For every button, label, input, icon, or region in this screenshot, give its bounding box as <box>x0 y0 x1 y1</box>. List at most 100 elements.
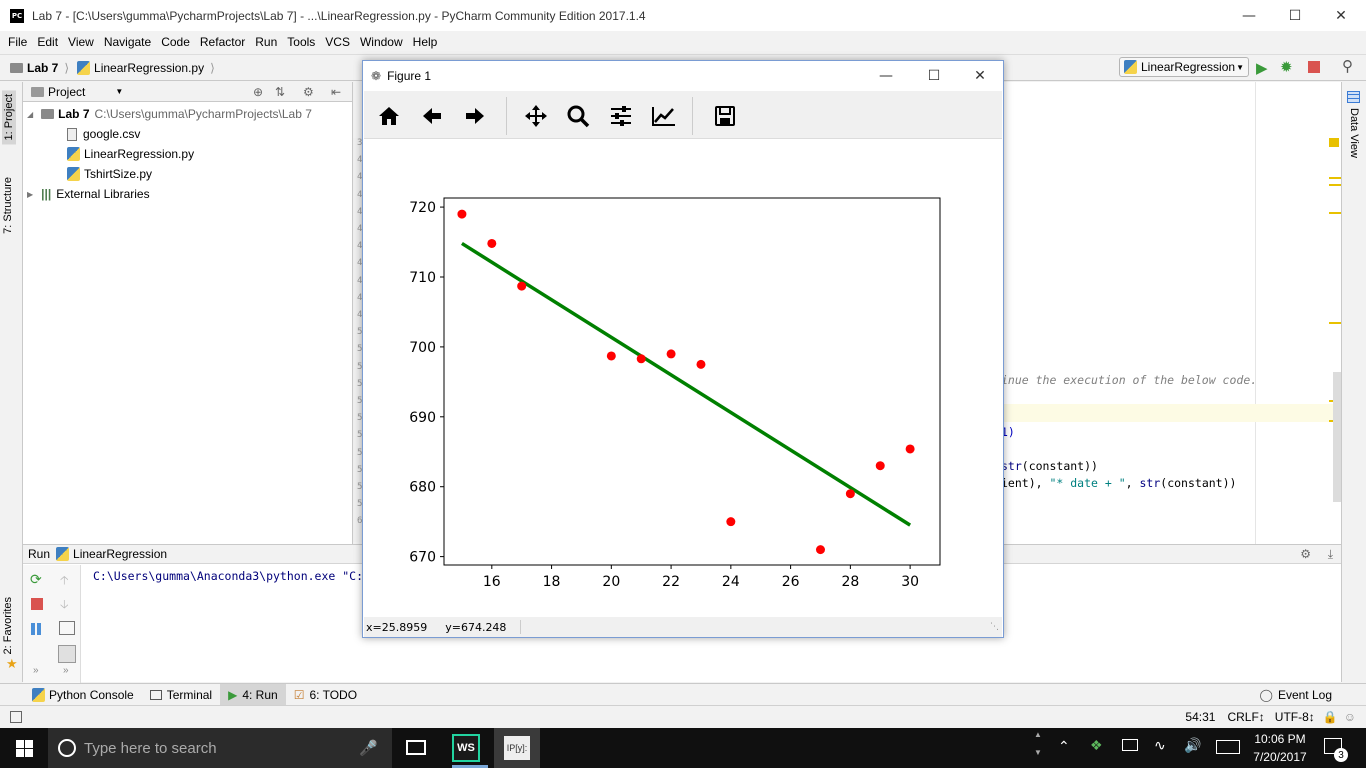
tool-label: 6: TODO <box>309 687 358 702</box>
window-titlebar: PC Lab 7 - [C:\Users\gumma\PycharmProjec… <box>0 0 1366 31</box>
pan-icon[interactable] <box>521 101 551 131</box>
tab-structure[interactable]: 7: Structure <box>2 177 14 234</box>
wifi-icon[interactable]: ∿ <box>1154 737 1166 753</box>
pause-icon[interactable] <box>31 623 35 635</box>
stop-icon[interactable] <box>1308 61 1320 73</box>
figure-minimize-button[interactable]: — <box>879 68 893 84</box>
taskbar-search[interactable]: Type here to search 🎤 <box>48 728 392 768</box>
run-config-selector[interactable]: LinearRegression ▼ <box>1119 57 1249 77</box>
menu-refactor[interactable]: Refactor <box>199 35 246 49</box>
breadcrumb-project[interactable]: Lab 7 ⟩ <box>0 61 73 75</box>
run-icon[interactable]: ▶ <box>1256 60 1268 77</box>
menu-help[interactable]: Help <box>412 35 438 49</box>
clock-time[interactable]: 10:06 PM <box>1254 732 1306 746</box>
chevron-up-icon[interactable]: ⌃ <box>1058 738 1070 754</box>
chevron-down-icon: ◢ <box>27 109 34 119</box>
chevron-down-icon[interactable]: ▼ <box>115 87 124 96</box>
editor-scrollbar-thumb[interactable] <box>1333 372 1341 502</box>
debug-icon[interactable]: ✹ <box>1280 59 1293 76</box>
volume-icon[interactable]: 🔊 <box>1184 737 1202 753</box>
gear-icon[interactable]: ⚙ <box>1300 547 1311 561</box>
menu-window[interactable]: Window <box>359 35 403 49</box>
action-center-icon[interactable] <box>1324 738 1342 754</box>
scroll-to-end-icon[interactable] <box>58 645 76 663</box>
breadcrumb-file[interactable]: LinearRegression.py ⟩ <box>73 60 219 75</box>
stop-icon[interactable] <box>31 598 43 610</box>
minimize-button[interactable]: — <box>1242 7 1256 24</box>
caret-position[interactable]: 54:31 <box>1185 710 1216 724</box>
figure-close-button[interactable]: ✕ <box>974 68 986 84</box>
home-icon[interactable] <box>374 101 404 131</box>
maximize-button[interactable]: ☐ <box>1288 7 1302 24</box>
event-log-button[interactable]: ◯ Event Log <box>1252 684 1340 706</box>
tree-item-tshirtsize[interactable]: TshirtSize.py <box>67 164 152 184</box>
file-encoding[interactable]: UTF-8↕ <box>1274 710 1315 724</box>
edit-axes-icon[interactable] <box>649 101 679 131</box>
tool-python-console[interactable]: Python Console <box>24 684 142 706</box>
toggle-tool-buttons-icon[interactable] <box>10 711 22 723</box>
menu-navigate[interactable]: Navigate <box>103 35 152 49</box>
arrow-down-icon[interactable]: 🡣 <box>60 597 69 611</box>
locate-icon[interactable]: ⊕ <box>253 84 264 99</box>
keyboard-icon[interactable] <box>1216 740 1240 754</box>
webstorm-icon[interactable]: WS <box>452 734 480 762</box>
warning-stripe-marker[interactable] <box>1329 177 1341 179</box>
menu-view[interactable]: View <box>68 35 94 49</box>
battery-icon[interactable] <box>1122 739 1138 751</box>
windows-start-icon[interactable] <box>16 740 33 757</box>
warning-stripe-marker[interactable] <box>1329 212 1341 214</box>
figure-maximize-button[interactable]: ☐ <box>927 68 941 84</box>
menu-tools[interactable]: Tools <box>287 35 316 49</box>
close-button[interactable]: ✕ <box>1335 7 1347 24</box>
inspector-icon[interactable]: ☺ <box>1343 710 1356 724</box>
soft-wrap-icon[interactable] <box>59 621 75 635</box>
tool-run[interactable]: ▶ 4: Run <box>220 683 286 706</box>
tab-favorites[interactable]: 2: Favorites <box>2 597 14 655</box>
more-icon[interactable]: » <box>33 665 39 676</box>
warning-stripe-marker[interactable] <box>1329 322 1341 324</box>
line-separator[interactable]: CRLF↕ <box>1227 710 1265 724</box>
scroll-arrows-icon[interactable]: ▲ ▼ <box>1034 730 1042 757</box>
gutter-line-number: 5 <box>357 447 363 458</box>
forward-icon[interactable] <box>460 101 490 131</box>
more-icon[interactable]: » <box>63 665 69 676</box>
clock-date[interactable]: 7/20/2017 <box>1253 750 1307 764</box>
menu-run[interactable]: Run <box>255 35 278 49</box>
tree-item-linearregression[interactable]: LinearRegression.py <box>67 144 194 164</box>
task-view-icon[interactable] <box>406 740 426 755</box>
lock-icon[interactable]: 🔒 <box>1322 710 1338 724</box>
menu-file[interactable]: File <box>8 35 28 49</box>
save-icon[interactable] <box>710 101 740 131</box>
tree-item-external-libraries[interactable]: ▶ ||| External Libraries <box>27 184 150 204</box>
warning-stripe-marker[interactable] <box>1329 184 1341 186</box>
y-tick-label: 710 <box>409 270 436 286</box>
menu-edit[interactable]: Edit <box>37 35 59 49</box>
microphone-icon[interactable]: 🎤 <box>359 740 378 757</box>
rerun-icon[interactable]: ⟳ <box>30 571 42 587</box>
x-tick-label: 24 <box>722 574 740 590</box>
resize-grip-icon[interactable]: ⋱ <box>990 622 999 632</box>
arrow-up-icon[interactable]: 🡡 <box>60 573 69 587</box>
gear-icon[interactable]: ⚙ <box>303 84 314 99</box>
configure-subplots-icon[interactable] <box>606 101 636 131</box>
search-everywhere-icon[interactable]: ⚲ <box>1342 58 1353 75</box>
collapse-icon[interactable]: ⇅ <box>275 84 286 99</box>
hide-icon[interactable]: ⇤ <box>331 84 342 99</box>
back-icon[interactable] <box>417 101 447 131</box>
error-stripe-marker[interactable] <box>1329 138 1339 147</box>
tab-project[interactable]: 1: Project <box>2 90 16 145</box>
tool-todo[interactable]: ☑ 6: TODO <box>286 684 365 706</box>
dropbox-icon[interactable]: ❖ <box>1090 737 1103 753</box>
menu-code[interactable]: Code <box>161 35 190 49</box>
code-line-c: ient), "* date + ", str(constant)) <box>1001 476 1236 490</box>
tab-data-view[interactable]: Data View <box>1348 108 1360 158</box>
project-panel-title[interactable]: Project <box>48 84 86 99</box>
hide-panel-icon[interactable]: ⤓ <box>1327 546 1333 561</box>
zoom-icon[interactable] <box>563 101 593 131</box>
tree-root[interactable]: ◢ Lab 7 C:\Users\gumma\PycharmProjects\L… <box>27 104 312 124</box>
tree-item-google-csv[interactable]: google.csv <box>67 124 140 144</box>
tool-terminal[interactable]: Terminal <box>142 684 220 706</box>
toolbar-separator <box>506 97 507 135</box>
menu-vcs[interactable]: VCS <box>325 35 350 49</box>
scatter-plot[interactable]: 16 18 20 22 24 26 28 30 670 680 690 700 710 720 <box>364 139 1002 617</box>
